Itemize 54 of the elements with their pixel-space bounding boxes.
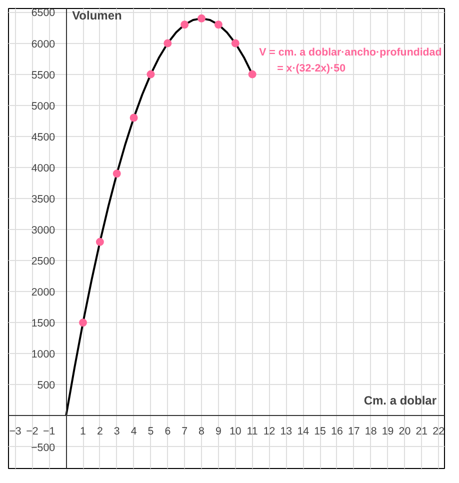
annotation: V = cm. a doblar·ancho·profundidad [259,46,442,58]
point [96,238,104,246]
y-tick-label: 2500 [31,256,56,268]
x-tick-label: −1 [43,426,56,438]
x-tick-label: 6 [164,426,171,438]
annotation: = x·(32-2x)·50 [277,62,346,74]
point [164,39,172,48]
x-tick-label: 10 [229,426,242,438]
y-tick-label: −500 [31,442,56,454]
x-tick-label: −3 [9,426,22,438]
x-tick-label: 22 [432,426,445,438]
x-tick-label: 9 [215,426,222,438]
point [146,70,155,78]
y-tick-label: 1000 [31,348,56,361]
y-tick-label: 5500 [31,69,56,82]
y-tick-label: 6000 [31,38,56,50]
x-tick-label: 7 [182,426,188,438]
x-axis-title: Cm. a doblar [364,394,437,408]
y-tick-label: 4000 [31,162,56,174]
y-tick-label: 3500 [31,193,56,206]
x-tick-label: 15 [314,426,326,438]
point [180,20,189,29]
x-tick-label: 3 [114,426,120,438]
x-tick-label: 19 [382,426,394,438]
point [198,14,206,22]
point [130,114,138,122]
x-tick-label: 18 [364,426,377,438]
y-axis-title: Volumen [72,8,122,22]
y-tick-label: 2000 [31,286,56,299]
point [231,39,240,48]
point [79,318,87,327]
x-tick-label: 14 [297,426,310,438]
point [214,20,222,29]
x-tick-label: 2 [96,426,103,438]
y-tick-label: 4500 [31,131,56,144]
x-tick-label: 16 [331,426,343,438]
x-tick-label: 13 [280,426,292,438]
y-tick-label: 3000 [31,224,56,236]
y-tick-label: 1500 [31,318,56,330]
x-tick-label: 4 [130,426,137,438]
point [248,70,256,78]
x-tick-label: 12 [263,426,276,438]
y-tick-label: 6500 [31,7,56,20]
x-tick-label: 8 [198,426,205,438]
x-tick-label: 1 [80,426,86,438]
x-tick-label: 20 [398,426,411,438]
y-tick-label: 5000 [31,100,56,112]
x-tick-label: 5 [148,426,154,438]
x-tick-label: 21 [416,426,428,438]
y-tick-label: 500 [37,380,56,392]
x-tick-label: −2 [26,426,38,438]
x-tick-label: 17 [348,426,360,438]
point [112,170,121,178]
x-tick-label: 11 [246,426,258,438]
